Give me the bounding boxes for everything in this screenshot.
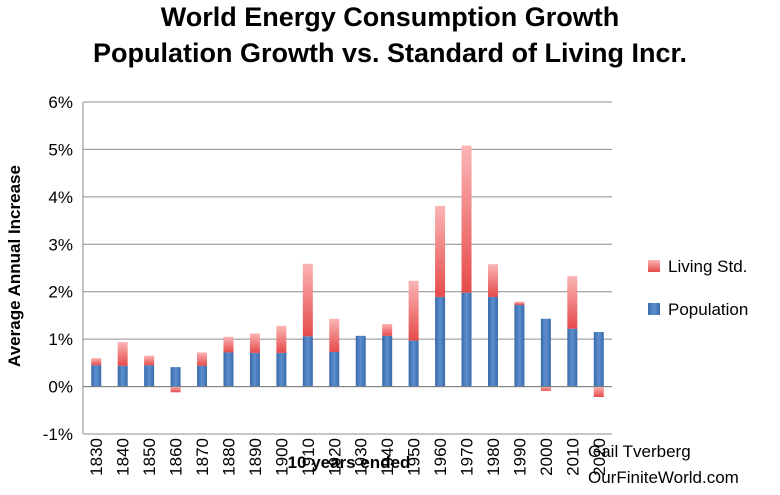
x-tick-label: 1970 — [458, 438, 477, 476]
x-tick-label: 1850 — [140, 438, 159, 476]
bar-population-1930 — [355, 335, 366, 387]
chart-title-line-1: World Energy Consumption Growth — [161, 2, 620, 32]
bar-living-std-1850 — [144, 355, 155, 366]
bar-population-1860 — [170, 367, 181, 387]
bar-population-1910 — [302, 336, 313, 387]
y-axis-label: Average Annual Increase — [5, 165, 24, 367]
bar-living-std-1960 — [435, 205, 446, 297]
bar-population-1870 — [197, 365, 208, 387]
bar-population-1890 — [249, 352, 260, 387]
x-tick-label: 1870 — [193, 438, 212, 476]
x-tick-label: 1950 — [405, 438, 424, 476]
x-tick-label: 1860 — [167, 438, 186, 476]
x-tick-label: 1900 — [272, 438, 291, 476]
bar-population-1920 — [329, 351, 340, 387]
x-tick-label: 1830 — [87, 438, 106, 476]
legend-swatch-population — [648, 303, 660, 315]
bar-population-2010 — [567, 328, 578, 387]
x-tick-label: 2020 — [590, 438, 609, 476]
x-tick-label: 1840 — [114, 438, 133, 476]
legend-label-living-std: Living Std. — [668, 257, 747, 276]
y-tick-label: 3% — [48, 235, 73, 254]
bar-living-std-1990 — [514, 301, 525, 305]
x-tick-label: 2000 — [537, 438, 556, 476]
bar-living-std-1900 — [276, 325, 287, 353]
y-tick-label: 2% — [48, 283, 73, 302]
bar-population-1830 — [91, 365, 102, 387]
bar-living-std-1940 — [382, 323, 393, 336]
bar-living-std-2020 — [593, 386, 604, 398]
bar-population-1880 — [223, 352, 234, 387]
bar-population-1940 — [382, 335, 393, 387]
credit-author: Gail Tverberg — [588, 442, 691, 461]
x-tick-label: 1980 — [484, 438, 503, 476]
bar-living-std-1830 — [91, 358, 102, 366]
credit-website: OurFiniteWorld.com — [588, 468, 739, 487]
x-tick-label: 2010 — [563, 438, 582, 476]
bar-living-std-1970 — [461, 145, 472, 293]
bar-population-1900 — [276, 352, 287, 387]
y-tick-label: 6% — [48, 93, 73, 112]
bar-living-std-1980 — [487, 264, 498, 297]
chart-title-line-2: Population Growth vs. Standard of Living… — [93, 38, 687, 68]
x-tick-label: 1990 — [510, 438, 529, 476]
bar-population-1990 — [514, 304, 525, 387]
bar-living-std-2000 — [540, 386, 551, 391]
x-axis-label: 10 years ended — [288, 453, 411, 472]
bar-living-std-2010 — [567, 276, 578, 329]
bar-population-1850 — [144, 365, 155, 387]
x-tick-label: 1940 — [378, 438, 397, 476]
bar-living-std-1840 — [117, 341, 128, 366]
y-tick-label: 0% — [48, 378, 73, 397]
bar-population-1840 — [117, 365, 128, 387]
bar-living-std-1950 — [408, 280, 419, 341]
bar-living-std-1860 — [170, 386, 181, 393]
bar-population-1980 — [487, 296, 498, 387]
y-tick-label: 5% — [48, 140, 73, 159]
bar-population-1960 — [435, 296, 446, 387]
bar-living-std-1880 — [223, 336, 234, 353]
bar-population-1950 — [408, 340, 419, 387]
y-tick-label: 4% — [48, 188, 73, 207]
x-tick-label: 1930 — [352, 438, 371, 476]
x-tick-label: 1880 — [219, 438, 238, 476]
bar-living-std-1910 — [302, 263, 313, 337]
x-tick-label: 1920 — [325, 438, 344, 476]
y-tick-label: 1% — [48, 330, 73, 349]
x-tick-label: 1960 — [431, 438, 450, 476]
bar-population-2000 — [540, 318, 551, 387]
bar-living-std-1890 — [249, 333, 260, 353]
y-tick-label: -1% — [43, 425, 73, 444]
bar-living-std-1920 — [329, 318, 340, 352]
legend-label-population: Population — [668, 300, 748, 319]
bar-population-1970 — [461, 292, 472, 387]
bar-population-2020 — [593, 332, 604, 387]
x-tick-label: 1890 — [246, 438, 265, 476]
legend: Living Std. Population — [648, 257, 748, 319]
legend-swatch-living-std — [648, 260, 660, 272]
x-tick-label: 1910 — [299, 438, 318, 476]
bar-living-std-1870 — [197, 352, 208, 366]
